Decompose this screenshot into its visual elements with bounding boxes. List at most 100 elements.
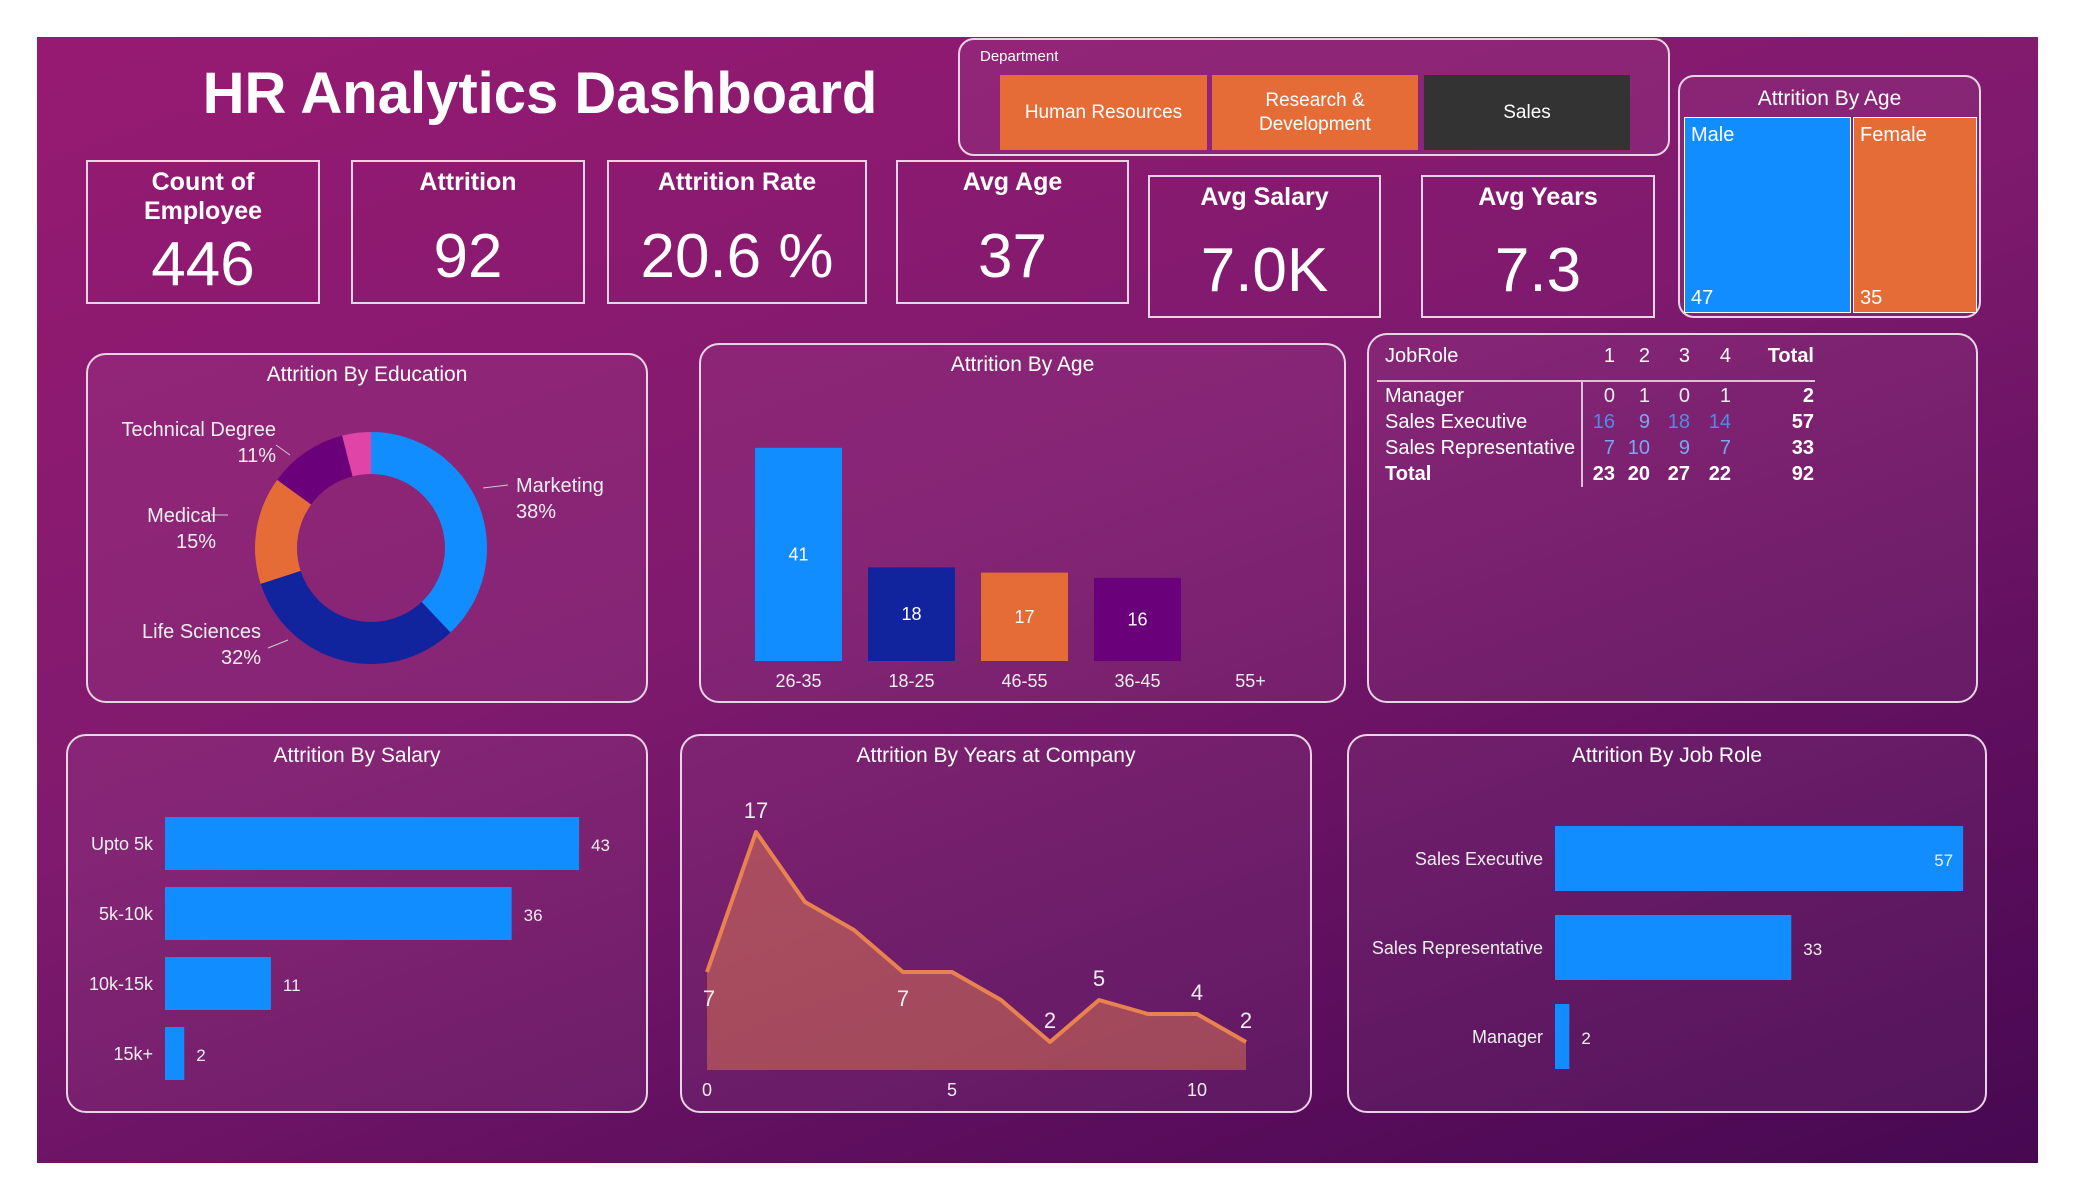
matrix-row-total: 2: [1802, 385, 1814, 407]
matrix-header-divider: [1377, 380, 1815, 382]
kpi-label: Avg Salary: [1200, 183, 1329, 211]
matrix-header-column: 1: [1603, 345, 1615, 367]
age-bar[interactable]: [1094, 577, 1181, 661]
y-tick-label: Sales Executive: [1415, 849, 1543, 869]
x-tick-label: 46-55: [1001, 671, 1047, 691]
matrix-cell: 0: [1603, 385, 1615, 407]
matrix-cell: 14: [1708, 411, 1731, 433]
area-line: [705, 830, 1247, 1044]
percent: 38%: [516, 501, 557, 523]
kpi-label: Attrition: [419, 168, 517, 196]
donut-slice: [260, 570, 451, 664]
matrix-cell: 9: [1678, 437, 1690, 459]
matrix-grand-total: 92: [1791, 463, 1814, 485]
percent: 15%: [175, 531, 216, 553]
card-title: Attrition By Age: [950, 353, 1095, 376]
matrix-row-label: Sales Representative: [1385, 437, 1576, 459]
data-label: 2: [1044, 1008, 1056, 1033]
matrix-cell: 10: [1627, 437, 1650, 459]
data-label: 4: [1191, 980, 1203, 1005]
card-title: Attrition By Years at Company: [856, 744, 1136, 767]
data-label: 5: [1093, 966, 1105, 991]
y-tick-label: Sales Representative: [1372, 938, 1543, 958]
matrix-row-total: 33: [1791, 437, 1814, 459]
donut-slice: [371, 432, 487, 633]
matrix-column-total: 27: [1667, 463, 1690, 485]
kpi-value: 7.3: [1494, 236, 1582, 305]
matrix-cell: 9: [1638, 411, 1650, 433]
bar-value-label: 2: [1581, 1029, 1590, 1048]
kpi-value: 92: [433, 222, 503, 291]
donut-label-marketing: Marketing 38%: [516, 473, 604, 525]
card-title: Attrition By Education: [266, 363, 468, 386]
x-tick-label: 0: [702, 1080, 712, 1100]
kpi-value: 7.0K: [1200, 236, 1329, 305]
salary-bar[interactable]: [165, 817, 580, 870]
salary-bar[interactable]: [165, 957, 271, 1010]
slicer-option-sales[interactable]: Sales: [1424, 75, 1630, 150]
category: Marketing: [516, 475, 604, 497]
slicer-option-human-resources[interactable]: Human Resources: [1000, 75, 1207, 150]
bar-value-label: 36: [524, 906, 543, 925]
slicer-label: Department: [980, 48, 1059, 65]
tile-value: 35: [1860, 287, 1883, 309]
card-title: Attrition By Salary: [273, 744, 441, 767]
salary-bar[interactable]: [165, 887, 512, 940]
tile-label: Female: [1860, 124, 1927, 146]
data-label: 2: [1240, 1008, 1252, 1033]
matrix-header-column: 2: [1638, 345, 1650, 367]
jobrole-bar[interactable]: [1555, 826, 1964, 891]
kpi-attrition: Attrition 92: [351, 160, 585, 304]
bar-value-label: 33: [1803, 940, 1822, 959]
gender-treemap-card: Attrition By Age Male 47 Female 35: [1678, 75, 1981, 318]
bar-value-label: 18: [901, 604, 921, 624]
matrix-total-label: Total: [1385, 463, 1432, 485]
page-title: HR Analytics Dashboard: [202, 61, 878, 126]
x-tick-label: 10: [1187, 1080, 1207, 1100]
y-tick-label: 15k+: [113, 1044, 153, 1064]
jobrole-bar-chart: Sales Executive 57 Sales Representative 33 M…: [1372, 826, 1964, 1069]
tile-label: Male: [1691, 124, 1735, 146]
matrix-column-total: 20: [1627, 463, 1650, 485]
x-tick-label: 5: [947, 1080, 957, 1100]
salary-bar[interactable]: [165, 1027, 185, 1080]
jobrole-bar[interactable]: [1555, 915, 1792, 980]
kpi-value: 446: [151, 230, 255, 299]
treemap-tile-female[interactable]: Female 35: [1853, 117, 1977, 313]
area-fill: [707, 832, 1246, 1070]
kpi-avg-salary: Avg Salary 7.0K: [1148, 175, 1381, 318]
age-bar-chart: 41 26-35 18 18-25 17 46-55 16 36-45 55+: [755, 447, 1266, 691]
bar-value-label: 17: [1014, 607, 1034, 627]
age-bar[interactable]: [755, 447, 842, 661]
y-tick-label: Upto 5k: [91, 834, 154, 854]
bar-value-label: 16: [1127, 609, 1147, 629]
percent: 32%: [220, 647, 261, 669]
matrix-header-total: Total: [1767, 345, 1814, 367]
leader-line: [482, 484, 509, 489]
kpi-label: Attrition Rate: [657, 168, 817, 196]
matrix-cell: 0: [1678, 385, 1690, 407]
donut-slice: [342, 432, 371, 477]
data-label: 7: [897, 986, 909, 1011]
bar-value-label: 57: [1934, 851, 1953, 870]
matrix-cell: 1: [1638, 385, 1650, 407]
donut-label-medical: Medical 15%: [147, 503, 216, 555]
matrix-row-divider: [1581, 380, 1583, 487]
jobrole-bar[interactable]: [1555, 1004, 1570, 1069]
matrix-cell: 7: [1719, 437, 1731, 459]
treemap-tile-male[interactable]: Male 47: [1684, 117, 1851, 313]
y-tick-label: 5k-10k: [99, 904, 154, 924]
jobrole-matrix-card: JobRole 1 2 3 4 Total Manager 0 1 0 1 2 Sales Execut…: [1367, 333, 1978, 703]
slicer-option-research-development[interactable]: Research & Development: [1212, 75, 1418, 150]
kpi-label: Avg Age: [962, 168, 1063, 196]
age-bar[interactable]: [868, 567, 955, 661]
kpi-value: 20.6 %: [640, 222, 834, 291]
kpi-label: Avg Years: [1478, 183, 1598, 211]
kpi-value: 37: [978, 222, 1047, 291]
x-tick-label: 26-35: [775, 671, 821, 691]
matrix-header-column: 3: [1678, 345, 1690, 367]
years-area-chart: 7 17 7 2 5 4 2 0 5 10: [702, 798, 1252, 1100]
age-bar[interactable]: [981, 572, 1068, 661]
data-label: 17: [744, 798, 768, 823]
salary-bar-chart: Upto 5k 43 5k-10k 36 10k-15k 11 15k+ 2: [89, 817, 610, 1080]
